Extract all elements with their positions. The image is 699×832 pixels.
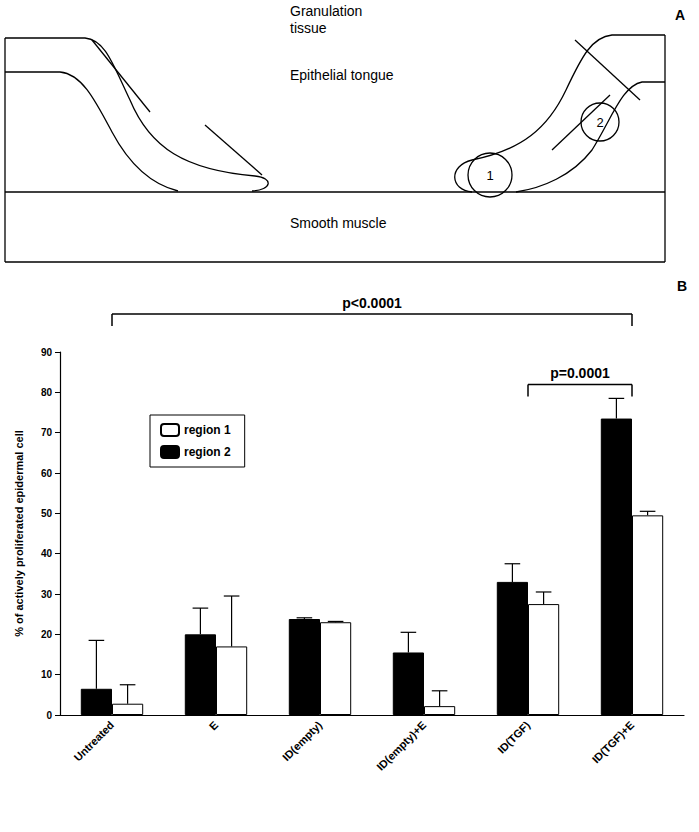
svg-text:region 1: region 1 <box>184 423 231 437</box>
svg-text:0: 0 <box>46 710 52 721</box>
svg-text:p=0.0001: p=0.0001 <box>550 365 610 381</box>
svg-text:2: 2 <box>596 115 603 130</box>
svg-text:ID(empty): ID(empty) <box>280 719 325 764</box>
svg-text:B: B <box>677 278 687 294</box>
svg-text:Smooth muscle: Smooth muscle <box>290 215 387 231</box>
svg-text:90: 90 <box>41 347 53 358</box>
svg-text:E: E <box>207 719 221 733</box>
svg-text:Granulation: Granulation <box>290 3 362 19</box>
svg-text:ID(empty)+E: ID(empty)+E <box>374 719 428 773</box>
svg-text:% of actively proliferated epi: % of actively proliferated epidermal cel… <box>13 430 25 637</box>
svg-text:30: 30 <box>41 589 53 600</box>
svg-text:tissue: tissue <box>290 20 327 36</box>
svg-text:Untreated: Untreated <box>71 719 116 764</box>
svg-text:60: 60 <box>41 468 53 479</box>
svg-text:10: 10 <box>41 669 53 680</box>
svg-text:20: 20 <box>41 629 53 640</box>
svg-text:50: 50 <box>41 508 53 519</box>
svg-text:Epithelial tongue: Epithelial tongue <box>290 67 394 83</box>
svg-text:70: 70 <box>41 427 53 438</box>
svg-text:40: 40 <box>41 548 53 559</box>
svg-text:region 2: region 2 <box>184 445 231 459</box>
svg-text:A: A <box>675 7 685 23</box>
svg-text:ID(TGF)+E: ID(TGF)+E <box>590 719 637 766</box>
svg-text:1: 1 <box>486 168 493 183</box>
svg-text:p<0.0001: p<0.0001 <box>342 295 402 311</box>
svg-text:80: 80 <box>41 387 53 398</box>
svg-text:ID(TGF): ID(TGF) <box>495 719 532 756</box>
